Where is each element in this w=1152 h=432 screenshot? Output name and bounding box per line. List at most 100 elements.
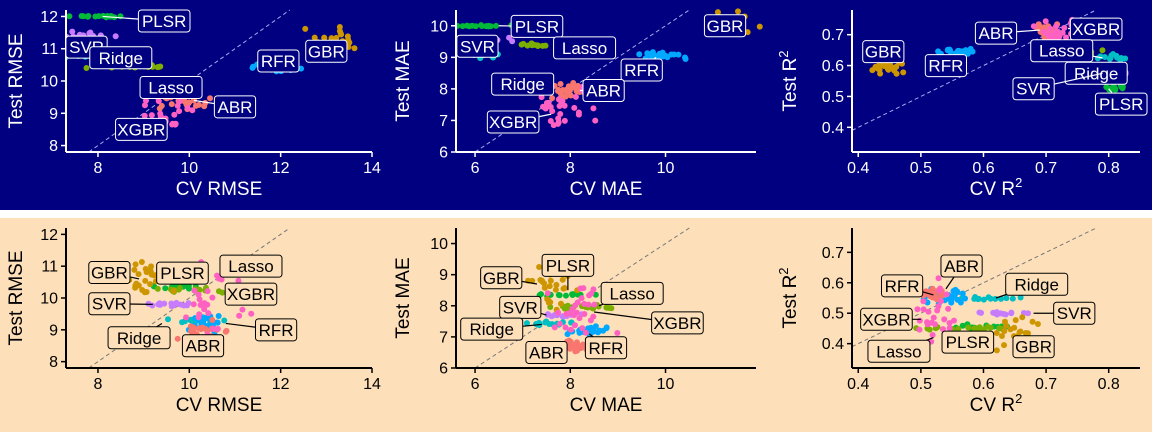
point-ridge: [965, 324, 972, 331]
label-box: [89, 46, 153, 70]
y-tick-label: 8: [49, 138, 58, 155]
point-xgbr: [580, 285, 587, 292]
point-abr: [207, 95, 214, 102]
point-rfr: [298, 65, 305, 72]
points-layer: [523, 263, 621, 355]
y-tick-label: 6: [439, 145, 448, 162]
label-box: [224, 282, 278, 306]
x-tick-label: 0.6: [972, 376, 994, 393]
point-gbr: [546, 283, 553, 290]
label-ridge: Ridge: [99, 49, 143, 68]
label-plsr: PLSR: [515, 17, 559, 36]
point-svr: [978, 309, 985, 316]
y-axis-title: Test RMSE: [6, 33, 27, 128]
label-box: [456, 34, 499, 58]
point-gbr: [1001, 328, 1008, 335]
point-xgbr: [578, 295, 585, 302]
label-box: [1012, 335, 1055, 359]
y-tick-label: 9: [439, 267, 448, 284]
x-tick-label: 8: [94, 160, 103, 177]
y-tick-label: 0.7: [822, 27, 844, 44]
label-abr: ABR: [586, 81, 621, 100]
label-box: [924, 54, 968, 78]
label-svr: SVR: [460, 37, 495, 56]
x-tick-label: 8: [566, 376, 575, 393]
point-rfr: [595, 329, 602, 336]
point-gbr: [148, 263, 155, 270]
point-plsr: [555, 292, 562, 299]
point-rfr: [600, 327, 607, 334]
point-xgbr: [946, 325, 953, 332]
point-gbr: [553, 281, 560, 288]
point-gbr: [1003, 322, 1010, 329]
point-plsr: [84, 13, 91, 20]
point-xgbr: [556, 320, 563, 327]
point-svr: [506, 34, 513, 41]
point-ridge: [154, 285, 161, 292]
point-ridge: [542, 42, 549, 49]
bottom-r2-chart: 0.4 0.5 0.6 0.7 0.8 0.4 0.5 0.6 0.7 CV R2 Test R2 A…: [776, 227, 1140, 416]
point-xgbr: [190, 301, 197, 308]
point-abr: [572, 348, 579, 355]
point-xgbr: [1047, 25, 1054, 32]
point-plsr: [469, 22, 476, 29]
y-tick-label: 10: [430, 236, 448, 253]
point-xgbr: [1030, 23, 1037, 30]
label-box: [137, 9, 191, 33]
point-svr: [1002, 311, 1009, 318]
label-gbr: GBR: [91, 264, 128, 283]
point-abr: [156, 105, 163, 112]
point-xgbr: [191, 287, 198, 294]
point-rfr: [964, 50, 971, 57]
y-tick-label: 7: [439, 113, 448, 130]
point-xgbr: [551, 324, 558, 331]
point-xgbr: [588, 290, 595, 297]
point-gbr: [351, 45, 358, 52]
point-abr: [572, 343, 579, 350]
point-rfr: [592, 323, 599, 330]
label-box: [257, 49, 300, 73]
y-tick-label: 0.5: [822, 89, 844, 106]
y-tick-label: 9: [49, 106, 58, 123]
point-plsr: [456, 22, 461, 29]
point-abr: [557, 81, 564, 88]
model-labels: PLSR SVR Lasso Ridge RFR GBR ABR XGBR: [456, 14, 747, 134]
label-plsr: PLSR: [142, 12, 186, 31]
point-xgbr: [205, 310, 212, 317]
point-gbr: [170, 288, 177, 295]
point-abr: [168, 101, 175, 108]
label-rfr: RFR: [259, 321, 294, 340]
point-plsr: [485, 22, 492, 29]
label-box: [1005, 272, 1069, 296]
point-xgbr: [209, 294, 216, 301]
label-rfr: RFR: [624, 61, 659, 80]
label-box: [940, 254, 983, 278]
point-rfr: [959, 48, 966, 55]
label-xgbr: XGBR: [1072, 20, 1120, 39]
point-xgbr: [1061, 24, 1068, 31]
point-abr: [186, 99, 193, 106]
y-tick-label: 0.6: [822, 58, 844, 75]
point-xgbr: [555, 309, 562, 316]
model-labels: GBR PLSR Lasso SVR XGBR RFR Ridge ABR: [88, 254, 298, 358]
point-xgbr: [916, 326, 923, 333]
point-xgbr: [582, 329, 589, 336]
label-lasso: Lasso: [610, 284, 655, 303]
point-abr: [195, 325, 202, 332]
point-svr: [156, 300, 163, 307]
point-xgbr: [940, 326, 947, 333]
label-rfr: RFR: [928, 57, 963, 76]
point-gbr: [893, 63, 900, 70]
point-gbr: [756, 23, 763, 30]
label-box: [525, 340, 568, 364]
point-xgbr: [585, 301, 592, 308]
identity-line: [88, 9, 291, 152]
x-tick-label: 0.4: [847, 376, 869, 393]
point-lasso: [1118, 54, 1125, 61]
point-rfr: [675, 51, 682, 58]
point-ridge: [215, 288, 222, 295]
y-axis-title: Test MAE: [393, 257, 414, 338]
point-lasso: [1003, 295, 1010, 302]
top-band-background: [0, 0, 1152, 210]
